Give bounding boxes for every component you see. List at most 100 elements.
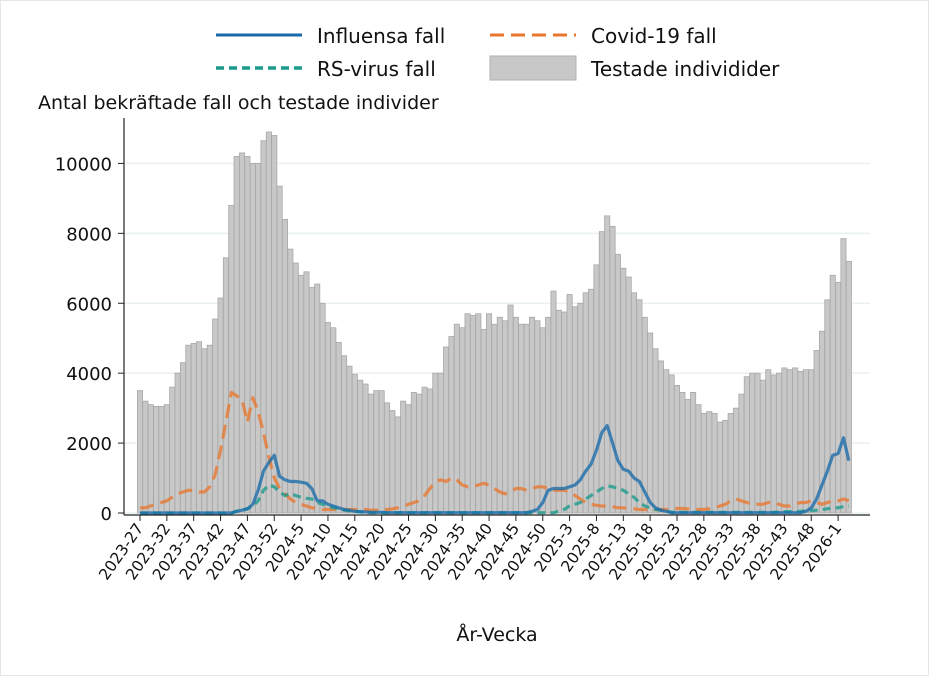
bar-2025-49	[813, 350, 820, 514]
bar-2025-10	[604, 215, 611, 514]
bar-2023-47	[244, 156, 251, 514]
bar-2025-33	[727, 412, 734, 514]
bar-2025-24	[679, 392, 686, 514]
bar-2023-41	[212, 318, 219, 514]
bar-2024-10	[324, 322, 331, 514]
legend-label-covid: Covid-19 fall	[591, 24, 717, 48]
bar-2024-12	[335, 342, 342, 514]
bar-2025-35	[738, 393, 745, 514]
bar-2024-27	[416, 393, 423, 514]
bar-2024-26	[410, 392, 417, 514]
bar-2024-44	[507, 304, 514, 514]
bar-2024-7	[308, 287, 315, 514]
bar-2025-17	[641, 316, 648, 514]
bar-2024-51	[545, 316, 552, 514]
bar-2025-36	[743, 376, 750, 514]
bar-2025-9	[598, 231, 605, 514]
bar-2024-14	[346, 365, 353, 514]
bar-2023-32	[163, 404, 170, 514]
bar-2025-32	[722, 419, 729, 514]
bar-2024-47	[523, 323, 530, 514]
x-axis-title: År-Vecka	[456, 623, 537, 646]
bar-2025-19	[652, 348, 659, 514]
series-line-rs-virus-fall	[140, 483, 850, 515]
legend-swatch-testade	[489, 55, 577, 81]
bar-2025-46	[797, 371, 804, 514]
bar-2025-8	[593, 264, 600, 514]
bar-2025-40	[765, 369, 772, 514]
series-line-influensa-fall	[140, 424, 851, 515]
bar-2025-38	[754, 372, 761, 514]
bar-2024-52	[550, 290, 557, 514]
bar-2026-2	[840, 238, 847, 514]
bar-2025-1	[555, 309, 562, 514]
bar-2024-3	[287, 248, 294, 514]
bar-2024-18	[367, 393, 374, 514]
y-tick-label: 6000	[66, 294, 112, 315]
bar-2024-33	[448, 336, 455, 514]
bar-2024-29	[426, 388, 433, 514]
bar-2024-49	[534, 320, 541, 514]
bar-2023-36	[185, 344, 192, 514]
bar-2025-51	[824, 299, 831, 514]
bar-2024-32	[443, 346, 450, 514]
bar-2024-6	[303, 271, 310, 514]
bar-2024-4	[292, 262, 299, 514]
bar-2024-19	[373, 390, 380, 514]
bar-2024-43	[502, 320, 509, 514]
bar-2024-11	[330, 327, 337, 514]
bar-2025-45	[792, 367, 799, 514]
bar-2024-22	[389, 410, 396, 514]
y-tick-label: 0	[101, 504, 112, 525]
bar-2025-41	[770, 374, 777, 514]
bar-2025-42	[776, 372, 783, 514]
bar-2025-37	[749, 372, 756, 514]
bar-2025-27	[695, 404, 702, 514]
bar-2023-43	[222, 257, 229, 514]
bar-2025-52	[829, 274, 836, 514]
bar-2024-46	[518, 323, 525, 514]
bar-2025-28	[700, 412, 707, 514]
bar-2023-31	[158, 405, 165, 514]
bar-2023-48	[249, 163, 256, 514]
bar-2023-28	[142, 400, 149, 514]
legend-label-testade: Testade individider	[590, 57, 780, 81]
bar-2023-27	[136, 390, 143, 514]
bar-2025-30	[711, 412, 718, 514]
bar-2025-21	[663, 369, 670, 514]
bar-2024-25	[405, 404, 412, 514]
bar-2025-6	[582, 292, 589, 514]
bar-2024-9	[319, 302, 326, 514]
bar-2024-24	[400, 400, 407, 514]
bar-2024-36	[464, 313, 471, 514]
bar-2024-42	[496, 316, 503, 514]
bar-2025-47	[802, 369, 809, 514]
bar-2025-26	[690, 392, 697, 514]
bar-2025-20	[657, 360, 664, 514]
bar-2024-23	[394, 416, 401, 514]
bar-2023-30	[153, 405, 160, 514]
bar-2025-48	[808, 369, 815, 514]
bar-2025-11	[609, 225, 616, 514]
bar-2023-37	[190, 343, 197, 514]
bar-2026-3	[845, 260, 852, 514]
bar-2025-44	[786, 369, 793, 514]
bar-2025-14	[625, 276, 632, 514]
bar-2025-25	[684, 398, 691, 514]
bar-2024-31	[437, 372, 444, 514]
bar-2023-29	[147, 404, 154, 514]
bar-2025-22	[668, 374, 675, 514]
bar-2025-23	[674, 385, 681, 514]
bar-2023-38	[196, 341, 203, 514]
bar-2024-21	[384, 402, 391, 514]
bar-2025-7	[588, 288, 595, 514]
bar-2024-45	[512, 316, 519, 514]
bar-2024-41	[491, 323, 498, 514]
bar-2025-13	[620, 267, 627, 514]
bar-2023-33	[169, 386, 176, 514]
bar-2025-39	[759, 379, 766, 514]
y-axis-title: Antal bekräftade fall och testade indivi…	[38, 92, 439, 114]
bar-2026-1	[835, 281, 842, 514]
bar-2025-31	[716, 421, 723, 514]
